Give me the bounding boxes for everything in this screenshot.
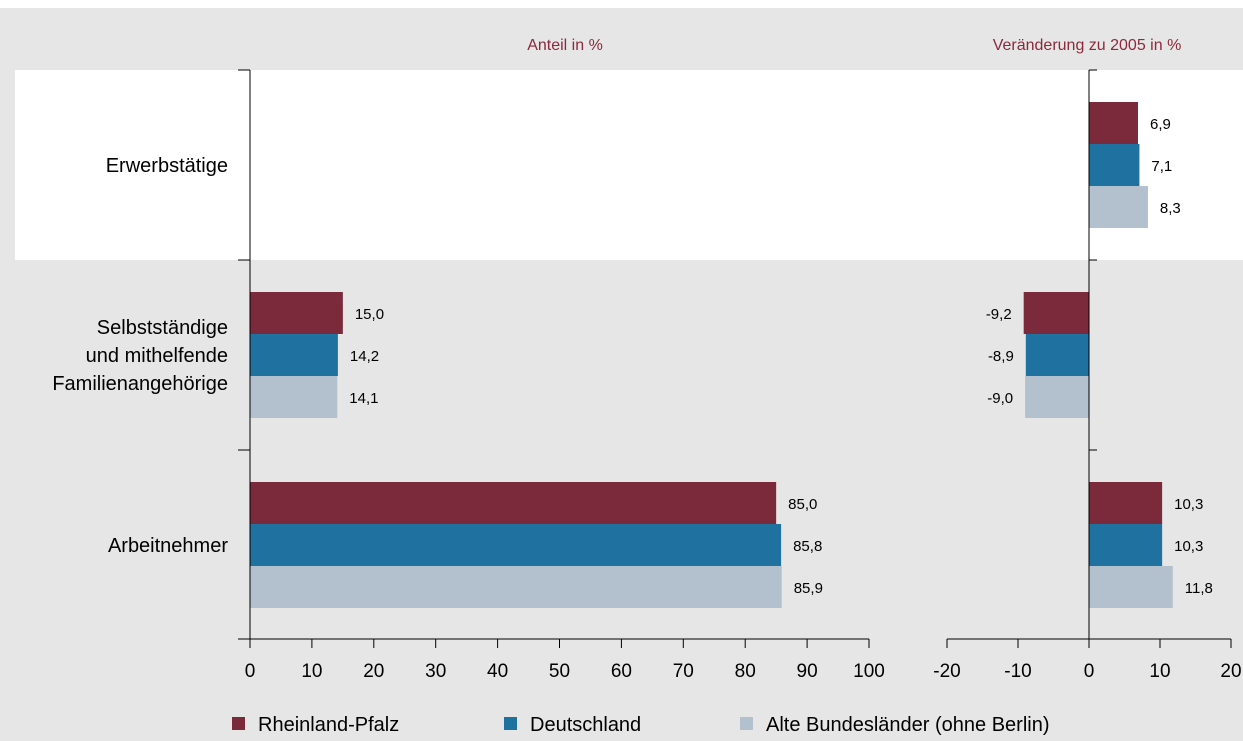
data-label: 8,3 [1160,200,1181,217]
x-tick-label: 60 [611,661,632,682]
axes: 0 10 20 30 40 50 60 70 80 90 100 -20 -10 0 10 20 [238,69,1242,682]
x-tick-label: 20 [1220,661,1241,682]
x-tick-label: 40 [487,661,508,682]
bar-left [250,566,782,608]
data-label: 10,3 [1174,538,1203,555]
data-label: 10,3 [1174,496,1203,513]
bar-left [250,376,338,418]
x-tick-label: 0 [1084,661,1095,682]
data-label: 6,9 [1150,116,1171,133]
data-label: 85,9 [794,580,823,597]
category-label: Erwerbstätige [106,155,228,177]
legend-label: Alte Bundesländer (ohne Berlin) [766,714,1050,736]
category-label: und mithelfende [86,345,228,367]
bar-right [1025,334,1089,376]
right-panel-title: Veränderung zu 2005 in % [993,37,1182,54]
bar-right [1089,102,1138,144]
bar-left [250,524,782,566]
x-tick-label: 0 [245,661,256,682]
data-label: -9,2 [986,306,1012,323]
legend-swatch [740,717,753,730]
legend-swatch [232,717,245,730]
left-panel-title: Anteil in % [527,37,603,54]
bar-left [250,334,338,376]
data-label: 14,2 [350,348,379,365]
x-tick-label: 20 [363,661,384,682]
x-tick-label: -20 [933,661,960,682]
left-panel-bars: 15,0 85,0 14,2 85,8 14,1 85,9 [250,292,823,608]
first-row-highlight [15,70,1243,260]
bar-right [1089,144,1140,186]
data-label: -8,9 [988,348,1014,365]
x-tick-label: 10 [301,661,322,682]
x-tick-label: 10 [1149,661,1170,682]
top-border [0,0,1243,8]
x-tick-label: 100 [853,661,885,682]
legend-label: Deutschland [530,714,641,736]
data-label: 14,1 [349,390,378,407]
bar-left [250,292,343,334]
x-tick-label: 70 [673,661,694,682]
data-label: 85,0 [788,496,817,513]
bar-right [1025,376,1089,418]
x-tick-label: 50 [549,661,570,682]
data-label: 85,8 [793,538,822,555]
legend-swatch [504,717,517,730]
legend: Rheinland-Pfalz Deutschland Alte Bundeslän… [232,714,1050,736]
bar-right [1089,186,1148,228]
bar-right [1089,482,1163,524]
category-label: Selbstständige [97,317,228,339]
bar-right [1089,566,1173,608]
data-label: 11,8 [1185,580,1213,597]
category-labels: Erwerbstätige Selbstständige und mithelfen… [52,155,228,557]
x-tick-label: 90 [797,661,818,682]
right-panel-bars: 6,9 -9,2 10,3 7,1 -8,9 10,3 8,3 -9,0 11,8 [986,102,1213,608]
data-label: 7,1 [1151,158,1172,175]
bar-left [250,482,777,524]
bar-right [1089,524,1163,566]
x-tick-label: 30 [425,661,446,682]
legend-label: Rheinland-Pfalz [258,714,399,736]
data-label: 15,0 [355,306,384,323]
bar-right [1023,292,1089,334]
x-tick-label: 80 [735,661,756,682]
data-label: -9,0 [987,390,1013,407]
category-label: Familienangehörige [52,373,228,395]
x-tick-label: -10 [1004,661,1031,682]
category-label: Arbeitnehmer [108,535,228,557]
